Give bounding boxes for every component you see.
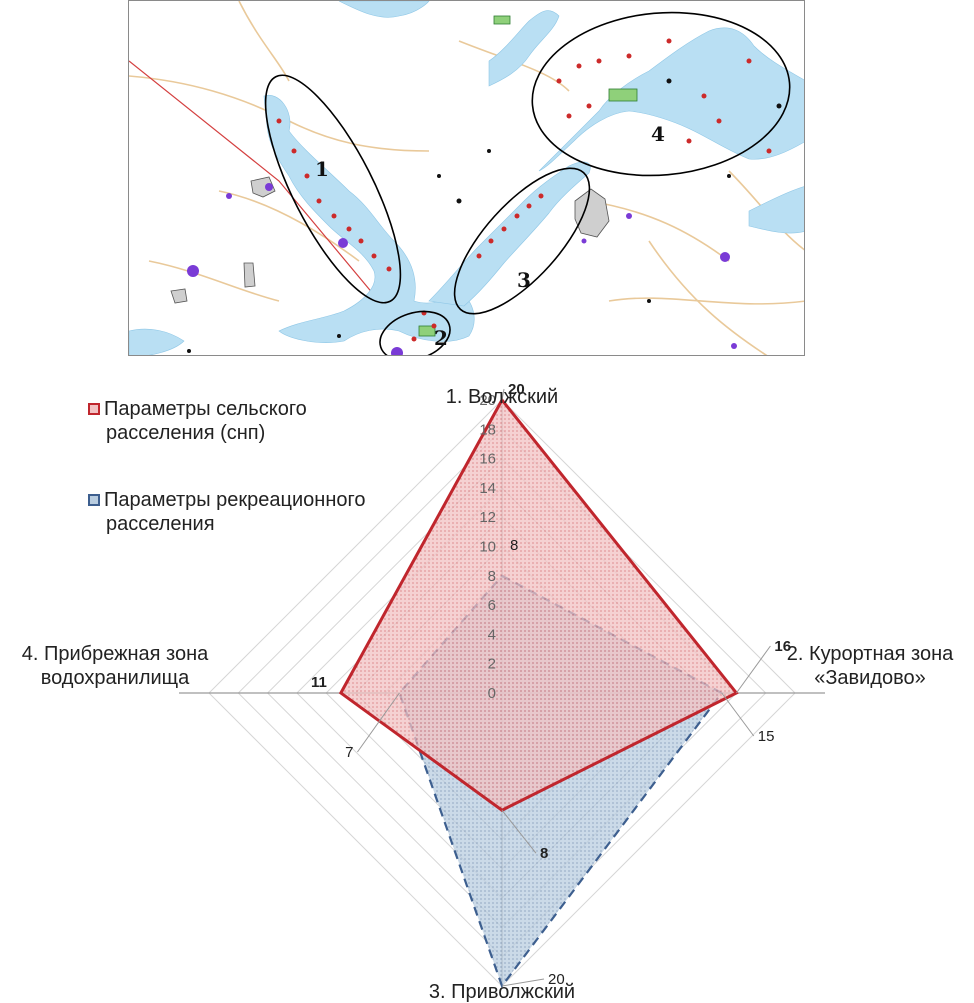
data-label: 8 [540,845,548,862]
axis-label-line: 2. Курортная зона [787,643,954,665]
radial-tick-label: 8 [488,568,496,585]
radial-tick-label: 12 [479,509,496,526]
zone-3-label: 3 [517,268,531,292]
data-label-leader [501,978,545,987]
radial-tick-label: 4 [488,626,496,643]
data-label-leader [357,692,400,753]
radial-tick-label: 0 [488,685,496,702]
zone-2-outline [379,310,451,355]
axis-label-line: «Завидово» [814,667,926,689]
radial-tick-label: 20 [479,392,496,409]
radar-chart: 0 2 4 6 8 10 12 14 16 18 20 20 16 8 11 8 15 20 7 1. Волжски… [22,381,954,1003]
legend-item-recreation: Параметры рекреационного расселения [88,488,365,536]
data-label: 20 [548,971,565,988]
data-label: 8 [510,537,518,554]
zone-2-label: 2 [434,326,448,350]
data-label: 7 [345,744,353,761]
water-bodies [129,1,804,355]
settlement-dots [187,183,737,355]
protected-areas [418,15,638,337]
map-panel: 1 2 3 4 [128,0,805,356]
legend-item-rural: Параметры сельского расселения (снп) [88,397,307,445]
black-points [187,78,782,353]
legend-rural-line1: Параметры сельского [104,398,307,420]
legend-rural-line2: расселения (снп) [106,422,266,444]
radar-labels: 0 2 4 6 8 10 12 14 16 18 20 20 16 8 11 8 15 20 7 1. Волжски… [22,381,954,1003]
axis-label: 4. Прибрежная зона водохранилища [22,643,209,689]
axis-label-line: 3. Приволжский [429,981,575,1003]
radial-tick-label: 14 [479,480,496,497]
legend-rec-line1: Параметры рекреационного [104,489,366,511]
axis-label: 2. Курортная зона «Завидово» [787,643,954,689]
zone-1-label: 1 [315,157,329,181]
axis-label: 3. Приволжский [429,981,575,1003]
zone-1-outline [264,74,402,304]
legend-swatch-rural [88,403,100,415]
data-label-leader [721,692,755,737]
axis-label-line: 1. Волжский [446,386,558,408]
data-label: 20 [508,381,525,398]
zone-4-label: 4 [651,122,665,146]
settlement-polygons [170,176,610,304]
zone-outlines [264,11,791,355]
data-label: 16 [774,638,791,655]
railway-line [129,60,380,302]
data-label: 15 [758,728,775,745]
axis-label: 1. Волжский [446,386,558,408]
radial-tick-label: 16 [479,451,496,468]
radial-tick-label: 18 [479,421,496,438]
data-label-leader [735,645,771,694]
zone-3-outline [453,167,591,315]
radar-series [338,397,739,989]
zone-4-outline [531,11,791,177]
axis-label-line: водохранилища [41,667,190,689]
radial-tick-label: 6 [488,597,496,614]
data-label: 11 [311,674,327,691]
data-label-leader [501,809,537,854]
radial-tick-label: 2 [488,656,496,673]
legend-swatch-recreation [88,494,100,506]
map-image: 1 2 3 4 [129,1,804,355]
legend-rec-line2: расселения [106,513,215,535]
data-label-leader [501,388,505,401]
radial-tick-label: 10 [479,539,496,556]
axis-label-line: 4. Прибрежная зона [22,643,209,665]
